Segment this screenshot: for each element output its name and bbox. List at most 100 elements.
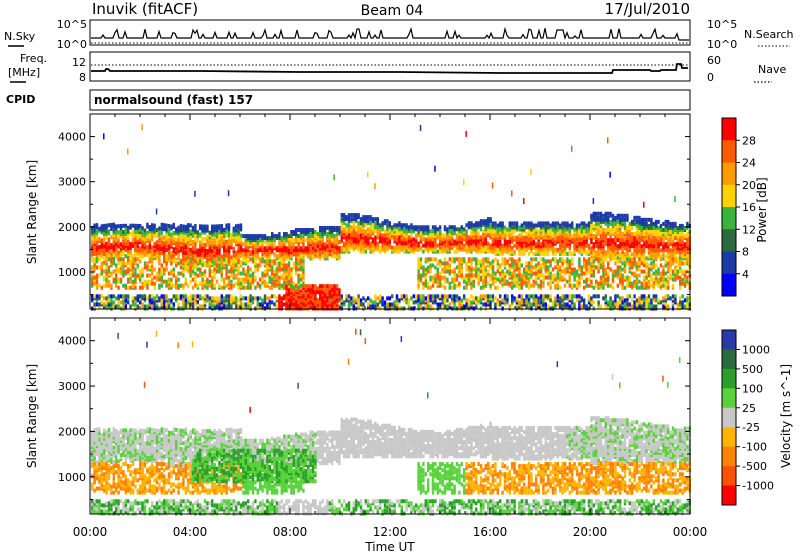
- echo-cell: [434, 300, 437, 305]
- echo-cell: [285, 288, 288, 293]
- echo-cell: [239, 239, 243, 244]
- echo-cell: [448, 302, 451, 307]
- echo-cell: [311, 292, 315, 297]
- echo-cell: [472, 237, 475, 242]
- echo-cell: [602, 296, 605, 301]
- echo-cell: [527, 233, 531, 238]
- echo-cell: [191, 265, 195, 270]
- echo-cell: [110, 245, 113, 250]
- echo-cell: [547, 225, 550, 230]
- echo-cell: [208, 253, 211, 258]
- echo-cell: [158, 296, 161, 301]
- echo-cell: [573, 302, 576, 307]
- echo-cell: [93, 227, 96, 232]
- echo-cell: [304, 296, 307, 301]
- echo-cell: [319, 234, 322, 239]
- echo-cell: [103, 283, 106, 288]
- echo-cell: [177, 227, 180, 232]
- echo-cell: [278, 275, 281, 280]
- echo-cell: [175, 298, 178, 303]
- echo-cell: [285, 265, 288, 270]
- echo-cell: [599, 254, 603, 259]
- echo-cell: [105, 245, 108, 250]
- echo-cell: [451, 225, 454, 230]
- echo-cell: [235, 259, 238, 264]
- echo-cell: [218, 250, 221, 255]
- echo-cell: [604, 250, 607, 255]
- echo-cell: [127, 241, 130, 246]
- echo-cell: [470, 294, 473, 299]
- echo-cell: [551, 267, 555, 272]
- echo-cell: [573, 273, 576, 278]
- echo-cell: [499, 251, 502, 256]
- echo-cell: [103, 277, 106, 282]
- echo-cell: [146, 261, 149, 266]
- echo-cell: [285, 234, 288, 239]
- echo-cell: [571, 298, 574, 303]
- echo-cell: [155, 250, 159, 255]
- echo-cell: [489, 296, 492, 301]
- echo-cell: [542, 251, 545, 256]
- echo-cell: [134, 246, 137, 251]
- echo-cell: [467, 257, 471, 262]
- echo-cell: [415, 300, 418, 305]
- echo-cell: [446, 227, 449, 232]
- echo-cell: [160, 271, 163, 276]
- echo-cell: [223, 252, 226, 257]
- echo-cell: [131, 229, 135, 234]
- echo-cell: [271, 259, 274, 264]
- echo-cell: [115, 263, 118, 268]
- echo-cell: [340, 294, 343, 299]
- echo-cell: [280, 259, 283, 264]
- echo-cell: [515, 225, 519, 230]
- echo-cell: [482, 285, 485, 290]
- echo-cell: [539, 251, 543, 256]
- echo-cell: [95, 259, 99, 264]
- echo-cell: [167, 304, 171, 309]
- echo-cell: [590, 238, 593, 243]
- echo-cell: [410, 233, 413, 238]
- echo-cell: [472, 231, 475, 236]
- echo-cell: [527, 304, 531, 309]
- echo-cell: [355, 241, 358, 246]
- echo-cell: [302, 284, 305, 289]
- echo-cell: [328, 290, 331, 295]
- echo-cell: [218, 285, 221, 290]
- echo-cell: [95, 257, 99, 262]
- echo-cell: [266, 248, 269, 253]
- echo-cell: [607, 217, 610, 222]
- echo-cell: [530, 227, 533, 232]
- echo-cell: [376, 229, 379, 234]
- echo-cell: [458, 235, 461, 240]
- echo-cell: [602, 269, 605, 274]
- echo-cell: [470, 267, 473, 272]
- echo-cell: [393, 235, 396, 240]
- echo-cell: [215, 257, 219, 262]
- echo-cell: [299, 250, 303, 255]
- echo-cell: [419, 227, 423, 232]
- echo-cell: [237, 254, 240, 259]
- echo-cell: [194, 259, 197, 264]
- echo-cell: [465, 237, 468, 242]
- echo-cell: [434, 298, 437, 303]
- echo-cell: [611, 240, 615, 245]
- echo-cell: [542, 235, 545, 240]
- echo-cell: [544, 249, 547, 254]
- echo-cell: [578, 277, 581, 282]
- echo-cell: [163, 235, 166, 240]
- echo-cell: [566, 259, 569, 264]
- echo-cell: [460, 229, 463, 234]
- echo-cell: [249, 302, 252, 307]
- echo-cell: [220, 258, 223, 263]
- echo-cell: [201, 242, 204, 247]
- echo-cell: [91, 232, 94, 237]
- echo-cell: [448, 281, 451, 286]
- echo-cell: [559, 259, 562, 264]
- echo-cell: [424, 271, 427, 276]
- echo-cell: [335, 254, 339, 259]
- echo-cell: [261, 252, 264, 257]
- echo-cell: [561, 231, 564, 236]
- echo-cell: [273, 246, 276, 251]
- echo-cell: [530, 237, 533, 242]
- echo-cell: [100, 294, 103, 299]
